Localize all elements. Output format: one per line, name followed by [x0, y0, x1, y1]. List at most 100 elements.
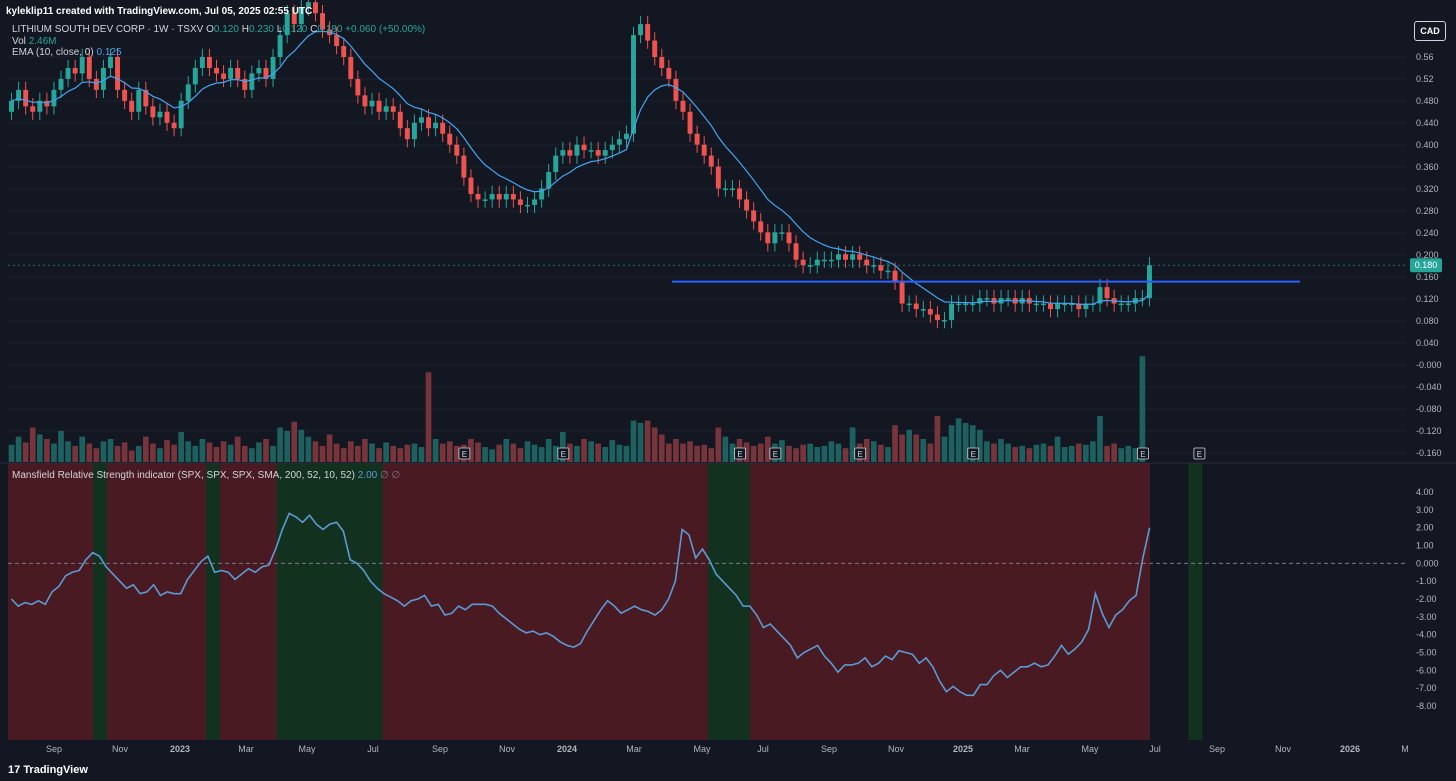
candle-body	[920, 309, 926, 311]
volume-bar	[729, 443, 736, 462]
x-tick-label: Jul	[367, 744, 379, 754]
earnings-marker	[1193, 447, 1206, 460]
candle-body	[228, 67, 234, 79]
volume-bar	[821, 445, 828, 462]
candle-body	[857, 254, 863, 260]
candle-body	[249, 73, 255, 90]
price-tick-label: 0.52	[1416, 74, 1434, 84]
earnings-marker	[967, 447, 980, 460]
candle-body	[482, 199, 488, 201]
candle-body	[673, 78, 679, 101]
candle-body	[828, 259, 834, 262]
candle-body	[51, 89, 57, 107]
candle-body	[680, 100, 686, 112]
rs-tick-label: 4.00	[1416, 487, 1434, 497]
currency-badge[interactable]: CAD	[1414, 21, 1446, 41]
candle-body	[800, 259, 806, 266]
price-tick-label: 0.480	[1416, 96, 1439, 106]
candle-body	[899, 281, 905, 304]
price-tick-label: -0.040	[1416, 382, 1442, 392]
ohlc-low: 0.120	[282, 24, 308, 35]
volume-bar	[892, 425, 898, 462]
tradingview-logo-icon: 17	[8, 764, 21, 776]
candle-body	[1062, 303, 1068, 306]
candle-body	[192, 67, 198, 85]
candle-body	[814, 259, 820, 266]
volume-bar	[270, 445, 276, 462]
candle-body	[93, 78, 99, 90]
candle-body	[108, 57, 113, 68]
price-tick-label: 0.160	[1416, 272, 1439, 282]
candle-body	[1076, 303, 1082, 310]
candle-body	[489, 193, 495, 200]
price-tick-label: -0.160	[1416, 448, 1442, 458]
volume-bar	[404, 444, 411, 462]
candle-body	[878, 265, 884, 271]
candle-body	[30, 106, 36, 112]
ohlc-change: +0.060 (+50.00%)	[345, 24, 426, 35]
volume-bar	[397, 448, 404, 462]
candle-body	[737, 188, 743, 200]
candle-body	[411, 122, 417, 140]
candle-body	[157, 111, 163, 118]
price-tick-label: 0.400	[1416, 140, 1439, 150]
volume-bar	[941, 436, 948, 462]
candle-body	[652, 40, 658, 57]
candle-body	[454, 144, 460, 156]
rs-green-zone	[707, 463, 751, 740]
candle-body	[1033, 303, 1039, 306]
volume-bar	[1083, 444, 1089, 462]
candle-body	[807, 265, 813, 267]
creator-caption: kyleklip11 created with TradingView.com,…	[6, 6, 313, 17]
candle-body	[687, 111, 693, 134]
x-tick-label: 2025	[953, 744, 973, 754]
last-price-badge	[1410, 258, 1442, 273]
volume-bar	[552, 445, 559, 462]
volume-bar	[482, 447, 488, 462]
x-tick-label: 2023	[170, 744, 190, 754]
volume-bar	[764, 436, 771, 462]
volume-bar	[199, 439, 206, 462]
volume-bar	[446, 441, 453, 462]
candle-body	[949, 303, 955, 320]
volume-bar	[453, 445, 460, 462]
candle-body	[199, 57, 205, 68]
rs-tick-label: -2.00	[1416, 594, 1437, 604]
candle-body	[913, 303, 919, 310]
candle-body	[348, 57, 354, 79]
candle-body	[291, 13, 297, 25]
candle-body	[708, 155, 714, 167]
volume-bar	[256, 442, 262, 462]
volume-bar	[157, 448, 163, 462]
volume-bar	[439, 443, 446, 462]
x-tick-label: Jul	[757, 744, 769, 754]
price-tick-label: 0.040	[1416, 338, 1439, 348]
rs-tick-label: 1.00	[1416, 541, 1434, 551]
candle-body	[122, 89, 128, 101]
x-tick-label: May	[693, 744, 711, 754]
footer-brand[interactable]: 17 TradingView	[8, 764, 88, 776]
volume-bar	[517, 448, 524, 462]
candle-body	[355, 78, 361, 96]
volume-bar	[828, 441, 835, 462]
x-tick-label: Sep	[46, 744, 62, 754]
candle-body	[821, 259, 827, 262]
candle-body	[602, 150, 608, 156]
price-tick-label: 0.200	[1416, 250, 1439, 260]
earnings-label: E	[773, 450, 778, 459]
indicator-value: 2.00	[357, 470, 378, 481]
price-tick-label: 0.56	[1416, 52, 1434, 62]
ema-line	[11, 30, 1150, 305]
x-tick-label: 2024	[557, 744, 577, 754]
volume-bar	[319, 445, 326, 462]
volume-bar	[15, 436, 22, 462]
earnings-label: E	[971, 450, 976, 459]
earnings-label: E	[737, 450, 742, 459]
candle-body	[79, 57, 85, 74]
candle-body	[1005, 298, 1011, 300]
volume-bar	[164, 440, 170, 462]
candle-body	[984, 298, 990, 300]
candle-body	[659, 57, 665, 68]
symbol-legend: LITHIUM SOUTH DEV CORP · 1W · TSXV O0.12…	[12, 24, 425, 35]
